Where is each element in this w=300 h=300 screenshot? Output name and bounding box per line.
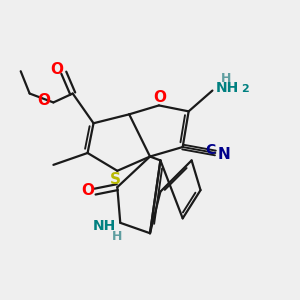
Text: O: O [38,94,50,109]
Text: NH: NH [216,81,239,94]
Text: C: C [205,143,215,157]
Text: O: O [50,62,63,77]
Text: NH: NH [92,219,116,233]
Text: O: O [81,183,94,198]
Text: O: O [153,91,166,106]
Text: H: H [112,230,122,243]
Text: N: N [217,147,230,162]
Text: S: S [110,172,121,187]
Text: 2: 2 [241,84,248,94]
Text: H: H [220,72,231,85]
